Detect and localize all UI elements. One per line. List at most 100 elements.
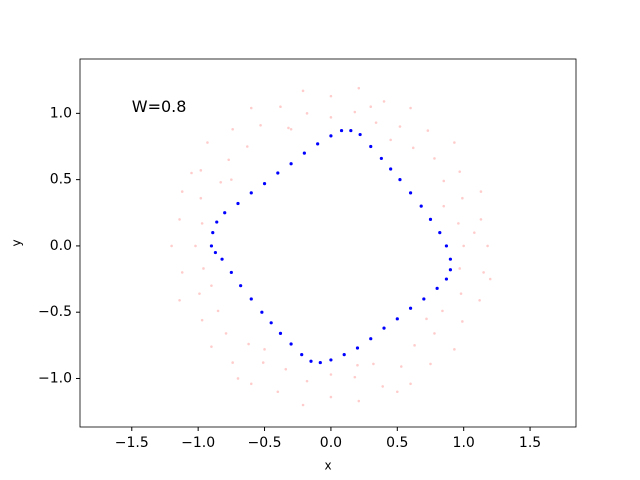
point xyxy=(389,167,393,171)
point xyxy=(329,395,333,399)
point xyxy=(408,306,413,310)
point xyxy=(180,271,184,274)
point xyxy=(382,326,386,330)
point xyxy=(231,361,234,364)
point xyxy=(442,204,446,208)
point xyxy=(356,363,359,367)
point xyxy=(399,365,403,368)
point xyxy=(206,141,209,144)
point xyxy=(230,178,233,181)
point xyxy=(220,257,224,261)
point xyxy=(461,196,464,200)
point xyxy=(353,375,357,379)
point xyxy=(198,292,201,295)
point xyxy=(276,390,280,394)
point xyxy=(381,385,384,388)
point xyxy=(358,132,362,137)
point xyxy=(461,320,464,323)
point xyxy=(329,373,333,376)
point xyxy=(398,178,402,182)
point xyxy=(357,86,361,90)
point xyxy=(357,399,361,403)
y-tick-label: −0.5 xyxy=(38,304,72,320)
y-tick-label: −1.0 xyxy=(38,370,72,386)
point xyxy=(409,382,412,386)
point xyxy=(353,110,357,114)
point xyxy=(211,231,215,235)
point xyxy=(408,191,413,195)
point xyxy=(379,156,383,161)
point xyxy=(448,268,453,272)
point xyxy=(398,125,402,128)
point xyxy=(329,358,333,362)
point xyxy=(213,250,218,255)
point xyxy=(309,359,313,363)
point xyxy=(287,126,290,130)
x-tick-label: 1.0 xyxy=(453,435,475,451)
y-tick-label: 0.0 xyxy=(50,238,72,254)
point xyxy=(249,297,253,301)
point xyxy=(190,171,193,175)
point xyxy=(259,123,262,127)
point xyxy=(411,146,415,150)
point xyxy=(209,244,214,248)
point xyxy=(202,267,205,270)
point xyxy=(329,134,333,138)
point xyxy=(249,106,253,110)
point xyxy=(276,171,280,175)
point xyxy=(329,94,333,98)
point xyxy=(453,348,456,351)
point xyxy=(199,196,203,200)
point xyxy=(289,342,293,346)
point xyxy=(444,244,449,248)
point xyxy=(433,332,436,335)
point xyxy=(236,201,240,206)
point xyxy=(349,128,353,133)
point xyxy=(224,332,228,335)
point xyxy=(289,162,293,166)
point xyxy=(200,318,204,322)
point xyxy=(289,127,293,131)
point xyxy=(486,244,489,248)
point xyxy=(215,220,219,224)
point xyxy=(229,270,233,275)
point xyxy=(284,367,288,371)
point xyxy=(263,348,266,351)
point xyxy=(245,145,249,148)
point xyxy=(372,362,375,366)
point xyxy=(305,112,309,115)
point xyxy=(425,317,428,321)
point xyxy=(433,157,436,160)
point xyxy=(247,342,250,346)
point xyxy=(223,211,227,215)
point xyxy=(239,284,243,288)
point xyxy=(180,190,184,193)
point xyxy=(458,170,462,173)
x-tick-label: 0.0 xyxy=(320,435,342,451)
point xyxy=(339,128,344,133)
point xyxy=(249,191,253,195)
point xyxy=(429,362,432,366)
point xyxy=(200,222,204,225)
point xyxy=(355,346,360,350)
point xyxy=(426,129,430,132)
point xyxy=(261,361,265,364)
point xyxy=(453,141,456,144)
x-tick-label: −0.5 xyxy=(248,435,282,451)
point xyxy=(473,231,476,234)
point xyxy=(301,89,305,93)
point xyxy=(216,309,220,313)
point xyxy=(459,292,463,295)
point xyxy=(369,144,373,149)
point xyxy=(300,353,304,357)
point xyxy=(448,257,453,261)
point xyxy=(428,217,433,222)
point xyxy=(419,204,423,208)
point xyxy=(318,360,322,365)
point xyxy=(458,267,462,270)
point xyxy=(488,277,492,281)
point xyxy=(178,298,181,302)
y-tick-label: 0.5 xyxy=(50,172,72,188)
point xyxy=(396,390,399,394)
